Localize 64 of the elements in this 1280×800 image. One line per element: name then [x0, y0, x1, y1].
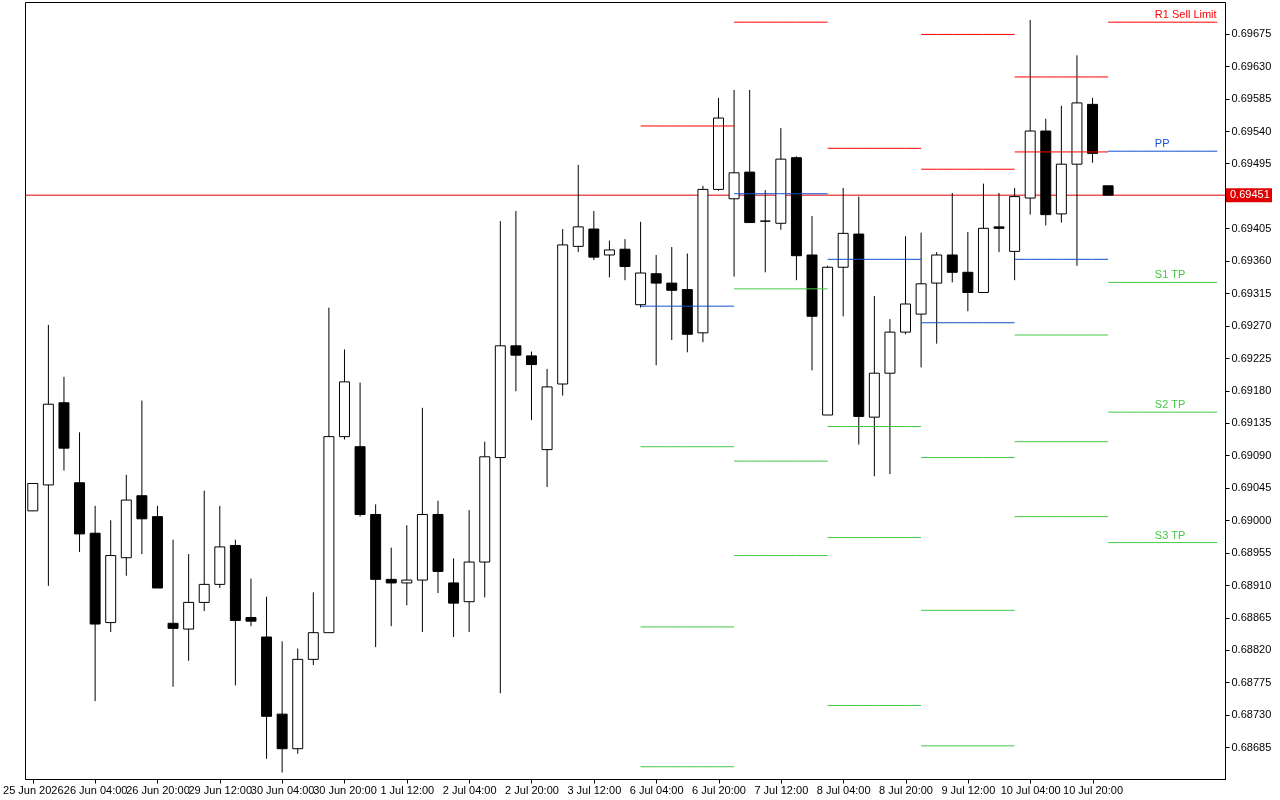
- y-tick-label: 0.69675: [1231, 27, 1272, 40]
- x-tick-label: 9 Jul 12:00: [941, 783, 996, 796]
- x-tick-label: 10 Jul 20:00: [1063, 783, 1123, 796]
- y-tick-label: 0.68685: [1231, 740, 1272, 753]
- y-tick-label: 0.69360: [1231, 254, 1272, 267]
- candlestick: [448, 557, 460, 638]
- x-tick-label: 8 Jul 04:00: [816, 783, 871, 796]
- y-tick-label: 0.69090: [1231, 448, 1272, 461]
- y-tick-label: 0.68775: [1231, 675, 1272, 688]
- candlestick: [526, 351, 537, 421]
- x-tick-label: 29 Jun 12:00: [188, 783, 253, 796]
- y-tick-label: 0.69135: [1231, 416, 1272, 429]
- candlestick: [619, 238, 631, 281]
- x-tick-label: 7 Jul 12:00: [754, 783, 809, 796]
- ref-line-label: 0.69451: [1230, 188, 1270, 201]
- y-tick-label: 0.69405: [1231, 221, 1272, 234]
- series-label: R1 Sell Limit: [1154, 8, 1217, 21]
- candlestick: [198, 490, 210, 612]
- candlestick: [385, 547, 397, 627]
- y-tick-label: 0.69180: [1231, 384, 1272, 396]
- candlestick: [946, 192, 958, 283]
- x-tick-label: 6 Jul 20:00: [692, 783, 746, 796]
- x-tick-label: 3 Jul 12:00: [567, 783, 622, 796]
- candlestick: [666, 246, 678, 341]
- series-label: S3 TP: [1154, 528, 1186, 541]
- y-tick-label: 0.69225: [1231, 351, 1272, 364]
- y-tick-label: 0.68820: [1231, 643, 1272, 656]
- y-tick-label: 0.68730: [1231, 708, 1272, 721]
- candlestick: [510, 210, 522, 392]
- x-tick-label: 10 Jul 04:00: [1000, 783, 1061, 796]
- y-tick-label: 0.69585: [1231, 92, 1272, 105]
- y-tick-label: 0.69000: [1231, 513, 1272, 526]
- candlestick: [245, 578, 257, 627]
- x-tick-label: 2 Jul 04:00: [442, 783, 497, 796]
- y-tick-label: 0.69270: [1231, 319, 1272, 332]
- x-tick-label: 26 Jun 20:00: [126, 783, 190, 796]
- x-tick-label: 8 Jul 20:00: [879, 783, 933, 796]
- candlestick: [401, 524, 413, 606]
- candlestick: [572, 164, 584, 253]
- series-label: S1 TP: [1154, 268, 1186, 281]
- x-tick-label: 6 Jul 04:00: [629, 783, 684, 796]
- x-tick-label: 30 Jun 04:00: [250, 783, 315, 796]
- x-tick-label: 2 Jul 20:00: [505, 783, 559, 796]
- y-tick-label: 0.69540: [1231, 124, 1272, 137]
- y-tick-label: 0.68910: [1231, 578, 1272, 591]
- x-tick-label: 25 Jun 2026: [3, 783, 64, 796]
- y-tick-label: 0.69045: [1231, 481, 1272, 494]
- candlestick: [759, 189, 771, 273]
- series-label: PP: [1154, 137, 1170, 150]
- candlestick: [167, 539, 179, 688]
- candlestick: [136, 400, 148, 555]
- candlestick: [962, 231, 974, 312]
- y-tick-label: 0.68955: [1231, 546, 1272, 559]
- x-tick-label: 26 Jun 04:00: [63, 783, 128, 796]
- x-tick-label: 30 Jun 20:00: [313, 783, 377, 796]
- y-tick-label: 0.69495: [1231, 156, 1272, 169]
- y-tick-label: 0.69315: [1231, 286, 1272, 299]
- y-tick-label: 0.69630: [1231, 59, 1272, 72]
- candlestick: [993, 192, 1005, 253]
- candlestick: [650, 254, 662, 366]
- series-label: S2 TP: [1154, 398, 1186, 411]
- y-tick-label: 0.68865: [1231, 611, 1272, 624]
- candlestick: [603, 240, 615, 278]
- x-tick-label: 1 Jul 12:00: [380, 783, 435, 796]
